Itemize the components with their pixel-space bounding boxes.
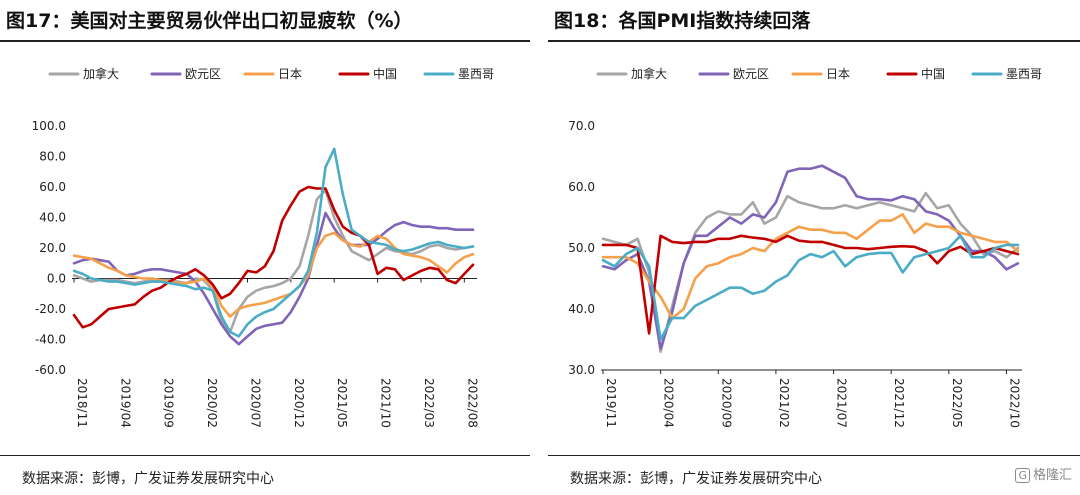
watermark-logo-icon: G: [1015, 468, 1030, 483]
legend-label: 中国: [921, 66, 945, 81]
x-tick-label: 2021/02: [777, 378, 791, 428]
legend-label: 加拿大: [631, 66, 667, 81]
x-tick-label: 2020/12: [292, 378, 306, 428]
x-tick-label: 2021/12: [892, 378, 906, 428]
x-tick-label: 2020/07: [248, 378, 262, 428]
x-tick-label: 2019/11: [604, 378, 618, 428]
x-tick-label: 2018/11: [75, 378, 89, 428]
legend-label: 日本: [826, 67, 850, 81]
y-tick-label: 60.0: [568, 180, 595, 194]
legend-label: 中国: [373, 66, 397, 81]
y-tick-label: -40.0: [35, 333, 66, 347]
y-tick-label: 50.0: [568, 241, 595, 255]
legend-label: 欧元区: [185, 67, 221, 81]
series-line: [601, 213, 1020, 320]
series-line: [72, 211, 475, 346]
watermark-text: 格隆汇: [1032, 468, 1072, 483]
x-tick-label: 2022/08: [465, 378, 479, 428]
x-tick-label: 2022/03: [422, 378, 436, 428]
x-tick-label: 2021/10: [379, 378, 393, 428]
y-tick-label: 60.0: [39, 180, 66, 194]
title-rule-right: [548, 40, 1080, 42]
series-line: [601, 234, 1020, 335]
series-line: [601, 164, 1020, 350]
source-note-right: 数据来源：彭博，广发证券发展研究中心: [570, 471, 822, 487]
y-tick-label: 70.0: [568, 119, 595, 133]
y-tick-label: 20.0: [39, 241, 66, 255]
y-tick-label: -60.0: [35, 363, 66, 377]
x-tick-label: 2021/07: [835, 378, 849, 428]
legend-label: 墨西哥: [458, 67, 494, 81]
chart-title-left: 图17：美国对主要贸易伙伴出口初显疲软（%）: [6, 10, 413, 32]
series-line: [72, 185, 475, 329]
title-rule-left: [0, 40, 530, 42]
legend-label: 墨西哥: [1006, 67, 1042, 81]
series-line: [72, 231, 475, 318]
y-tick-label: 40.0: [39, 211, 66, 225]
y-tick-label: -20.0: [35, 302, 66, 316]
source-note-left: 数据来源：彭博，广发证券发展研究中心: [22, 471, 274, 487]
watermark: G 格隆汇: [1015, 464, 1072, 483]
legend-label: 欧元区: [733, 67, 769, 81]
y-tick-label: 100.0: [32, 119, 66, 133]
legend-label: 日本: [278, 67, 302, 81]
series-line: [601, 191, 1020, 354]
x-tick-label: 2019/09: [162, 378, 176, 428]
source-rule-left: [0, 455, 530, 456]
x-tick-label: 2020/09: [719, 378, 733, 428]
x-tick-label: 2022/05: [950, 378, 964, 428]
chart-panel-right: 图18：各国PMI指数持续回落 加拿大 欧元区 日本 中国 墨西哥 30.0 40.0 50.…: [548, 0, 1080, 495]
x-tick-label: 2020/02: [205, 378, 219, 428]
y-tick-label: 0.0: [47, 272, 66, 286]
series-line: [72, 147, 475, 338]
chart-panel-left: 图17：美国对主要贸易伙伴出口初显疲软（%） 加拿大 欧元区 日本 中国 墨西哥 -60.…: [0, 0, 530, 495]
x-tick-label: 2021/05: [335, 378, 349, 428]
series-line: [72, 188, 475, 334]
source-rule-right: [548, 455, 1080, 456]
y-tick-label: 40.0: [568, 302, 595, 316]
x-tick-label: 2020/04: [662, 378, 676, 428]
x-tick-label: 2019/04: [118, 378, 132, 428]
series-line: [601, 234, 1020, 341]
chart-right: 加拿大 欧元区 日本 中国 墨西哥 30.0 40.0 50.0 60.0 70.0 2019/11…: [568, 66, 1042, 428]
chart-left: 加拿大 欧元区 日本 中国 墨西哥 -60.0 -40.0 -20.0 0.0 20.0 40.0 6…: [32, 66, 494, 428]
legend-label: 加拿大: [83, 66, 119, 81]
x-tick-label: 2022/10: [1007, 378, 1021, 428]
chart-title-right: 图18：各国PMI指数持续回落: [554, 10, 811, 32]
y-tick-label: 30.0: [568, 363, 595, 377]
y-tick-label: 80.0: [39, 150, 66, 164]
